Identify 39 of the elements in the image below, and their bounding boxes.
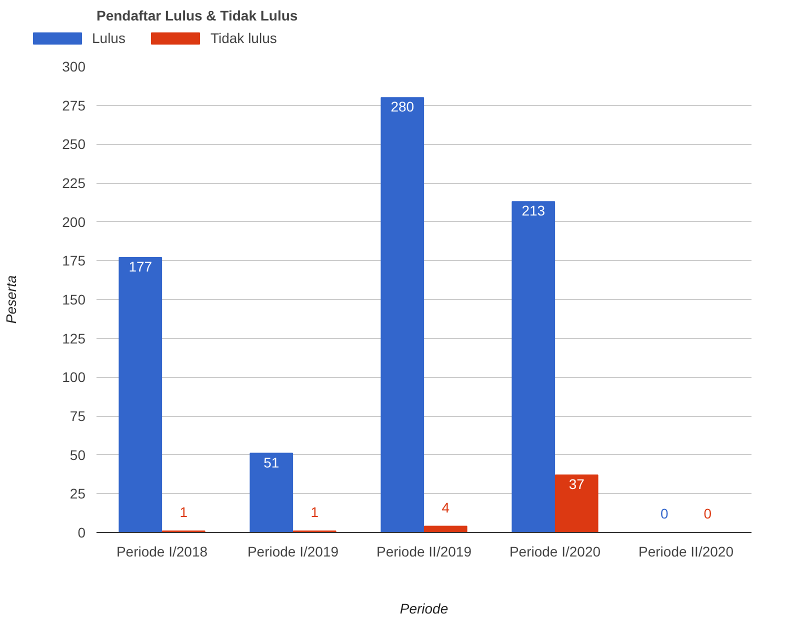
- y-tick-label: 250: [62, 136, 86, 152]
- x-tick-label: Periode II/2019: [376, 544, 472, 560]
- data-label: 37: [568, 476, 585, 492]
- y-tick-label: 175: [62, 252, 86, 269]
- data-label: 1: [180, 504, 188, 520]
- data-label: 51: [264, 454, 280, 470]
- data-label: 213: [522, 202, 546, 219]
- x-tick-label: Periode I/2019: [247, 544, 339, 560]
- y-tick-label: 0: [78, 524, 86, 540]
- bar: [512, 201, 556, 532]
- bar: [380, 97, 424, 532]
- y-tick-label: 300: [62, 58, 86, 74]
- data-label: 0: [660, 506, 668, 522]
- bar: [118, 257, 162, 532]
- bar: [424, 526, 468, 532]
- y-axis-title: Peserta: [3, 275, 20, 324]
- data-label: 1: [310, 504, 319, 520]
- x-axis-title: Periode: [400, 600, 448, 616]
- data-label: 0: [704, 506, 712, 522]
- y-tick-label: 50: [70, 446, 86, 463]
- y-tick-label: 275: [62, 97, 86, 114]
- x-tick-label: Periode I/2018: [116, 544, 208, 560]
- y-tick-label: 100: [62, 369, 86, 386]
- bar: [554, 474, 598, 532]
- y-tick-label: 75: [70, 408, 86, 424]
- x-tick-label: Periode II/2020: [638, 544, 734, 560]
- x-tick-label: Periode I/2020: [509, 544, 601, 560]
- legend-label: Lulus: [92, 30, 126, 46]
- y-tick-label: 225: [62, 175, 86, 191]
- y-tick-label: 125: [62, 330, 86, 346]
- chart-title: Pendaftar Lulus & Tidak Lulus: [96, 8, 298, 24]
- bar: [250, 452, 294, 532]
- y-tick-label: 200: [62, 214, 86, 230]
- y-tick-label: 25: [70, 486, 86, 502]
- data-label: 280: [390, 98, 414, 115]
- data-label: 177: [128, 258, 152, 275]
- legend-label: Tidak lulus: [210, 30, 277, 46]
- y-tick-label: 150: [62, 292, 86, 308]
- data-label: 4: [442, 499, 450, 516]
